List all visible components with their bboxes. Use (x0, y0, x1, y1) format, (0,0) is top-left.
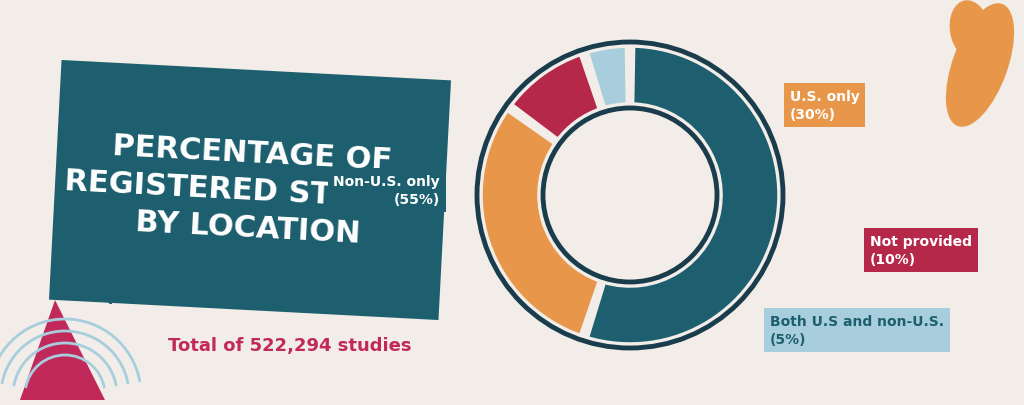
Ellipse shape (946, 4, 1014, 128)
Ellipse shape (949, 1, 990, 61)
Text: Not provided
(10%): Not provided (10%) (870, 234, 972, 266)
Circle shape (540, 106, 720, 285)
Polygon shape (20, 300, 105, 400)
Wedge shape (480, 110, 601, 337)
Text: Total of 522,294 studies: Total of 522,294 studies (168, 336, 412, 354)
Wedge shape (586, 46, 629, 110)
Text: PERCENTAGE OF
REGISTERED STUDIES
BY LOCATION: PERCENTAGE OF REGISTERED STUDIES BY LOCA… (62, 130, 438, 252)
Text: Non-U.S. only
(55%): Non-U.S. only (55%) (334, 175, 440, 207)
Text: U.S. only
(30%): U.S. only (30%) (790, 90, 860, 122)
Text: Both U.S and non-U.S.
(5%): Both U.S and non-U.S. (5%) (770, 314, 944, 346)
Text: (AS OF JANUARY 13, 2025): (AS OF JANUARY 13, 2025) (105, 286, 394, 305)
Wedge shape (586, 46, 780, 345)
Wedge shape (510, 54, 601, 141)
Polygon shape (49, 61, 451, 320)
